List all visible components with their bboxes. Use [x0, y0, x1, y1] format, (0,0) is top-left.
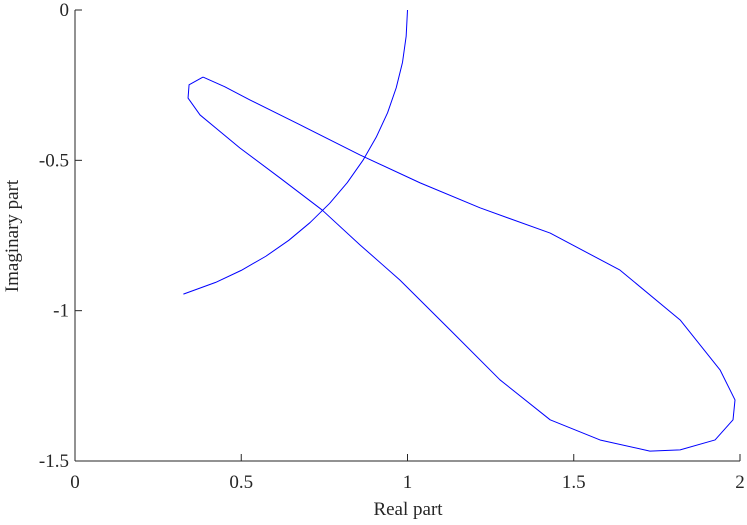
x-tick-label: 1.5 — [562, 472, 586, 493]
y-tick-label: -1.5 — [39, 451, 69, 472]
y-axis-label: Imaginary part — [2, 179, 23, 292]
y-tick-label: -1 — [53, 301, 69, 322]
data-line — [187, 76, 736, 452]
x-tick-label: 2 — [735, 472, 745, 493]
x-tick-label: 0 — [70, 472, 80, 493]
y-tick-label: 0 — [60, 0, 70, 21]
x-tick-label: 1 — [403, 472, 413, 493]
data-line — [183, 9, 408, 295]
x-tick-label: 0.5 — [229, 472, 253, 493]
y-tick-label: -0.5 — [39, 150, 69, 171]
x-axis-label: Real part — [373, 499, 443, 520]
